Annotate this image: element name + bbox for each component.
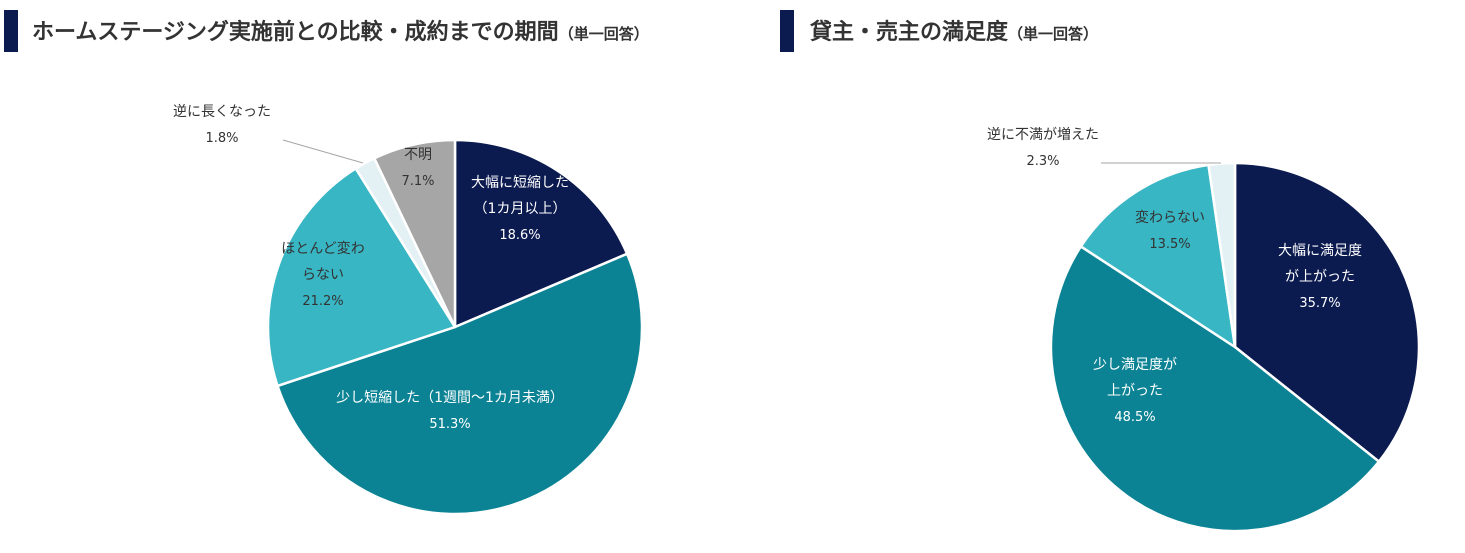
leader-line xyxy=(282,139,364,164)
slice-label: 少し短縮した（1週間〜1カ月未満） 51.3% xyxy=(336,390,564,432)
slice-value-label: 35.7% xyxy=(1299,296,1340,311)
chart-title: ホームステージング実施前との比較・成約までの期間（単一回答） xyxy=(32,14,649,46)
chart-title-note: （単一回答） xyxy=(1008,25,1099,43)
slice-category-label: （1カ月以上） xyxy=(474,201,567,217)
pie-slice xyxy=(266,167,457,388)
chart-title: 貸主・売主の満足度（単一回答） xyxy=(810,14,1098,46)
slice-value-label: 21.2% xyxy=(302,294,343,309)
pie-slice xyxy=(373,138,457,329)
slice-category-label: 少し短縮した（1週間〜1カ月未満） xyxy=(336,390,564,406)
slice-category-label: 不明 xyxy=(404,147,432,163)
right-chart-panel: 貸主・売主の満足度（単一回答） 大幅に満足度が上がった 35.7% 少し満足度が上が… xyxy=(760,0,1465,553)
slice-label: ほとんど変わらない 21.2% xyxy=(281,240,365,309)
chart-title-note: （単一回答） xyxy=(558,25,649,43)
slice-value-label: 2.3% xyxy=(1026,154,1059,169)
slice-category-label: が上がった xyxy=(1285,269,1355,285)
slice-label: 逆に長くなった 1.8% xyxy=(173,104,271,146)
slice-label: 大幅に満足度が上がった 35.7% xyxy=(1278,243,1362,311)
slice-category-label: ほとんど変わ xyxy=(281,240,365,257)
pie-slice xyxy=(1233,161,1421,463)
slice-category-label: らない xyxy=(302,267,344,283)
slice-label: 不明 7.1% xyxy=(401,147,434,189)
title-accent-bar xyxy=(4,10,18,52)
slice-category-label: 大幅に満足度 xyxy=(1278,243,1362,259)
title-accent-bar xyxy=(780,10,794,52)
slice-category-label: 上がった xyxy=(1107,383,1163,399)
slice-value-label: 51.3% xyxy=(429,417,470,432)
pie-slice xyxy=(1049,245,1381,533)
slice-category-label: 逆に長くなった xyxy=(173,104,271,120)
slice-value-label: 7.1% xyxy=(401,174,434,189)
chart-title-text: 貸主・売主の満足度 xyxy=(810,20,1009,45)
pie-slice xyxy=(276,252,644,516)
left-chart-panel: ホームステージング実施前との比較・成約までの期間（単一回答） 大幅に短縮した （1… xyxy=(4,10,649,516)
slice-label: 変わらない 13.5% xyxy=(1135,209,1205,252)
slice-label: 逆に不満が増えた 2.3% xyxy=(987,127,1099,169)
pie-slice xyxy=(453,138,629,329)
pie-chart-satisfaction: 大幅に満足度が上がった 35.7% 少し満足度が上がった 48.5% 変わらない 13.5… xyxy=(987,127,1421,533)
slice-category-label: 少し満足度が xyxy=(1093,357,1177,373)
slice-value-label: 1.8% xyxy=(205,131,238,146)
pie-slice xyxy=(1079,163,1237,349)
pie-slice xyxy=(1207,161,1237,349)
slice-value-label: 13.5% xyxy=(1149,237,1190,252)
slice-value-label: 18.6% xyxy=(499,228,540,243)
pie-chart-period: 大幅に短縮した （1カ月以上） 18.6% 少し短縮した（1週間〜1カ月未満） 51.3… xyxy=(173,104,644,516)
slice-category-label: 大幅に短縮した xyxy=(471,175,569,191)
slice-label: 少し満足度が上がった 48.5% xyxy=(1093,357,1177,425)
slice-value-label: 48.5% xyxy=(1114,410,1155,425)
slice-category-label: 変わらない xyxy=(1135,209,1205,226)
slice-category-label: 逆に不満が増えた xyxy=(987,127,1099,143)
chart-title-text: ホームステージング実施前との比較・成約までの期間 xyxy=(32,20,559,45)
slice-label: 大幅に短縮した （1カ月以上） 18.6% xyxy=(471,175,569,243)
